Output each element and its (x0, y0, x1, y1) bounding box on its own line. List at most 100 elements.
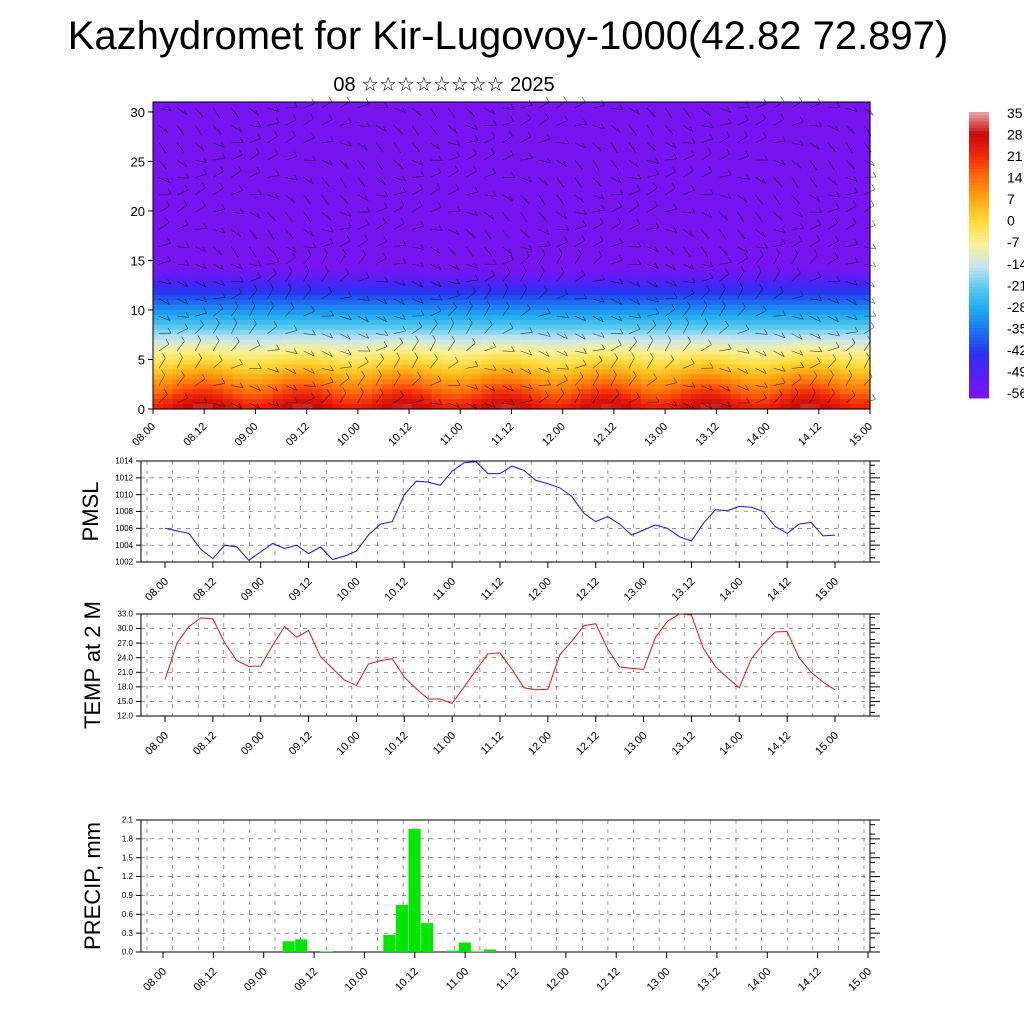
field-cell (541, 379, 552, 385)
field-cell (153, 161, 164, 167)
field-cell (820, 364, 831, 370)
field-cell (471, 240, 483, 247)
field-cell (631, 394, 642, 400)
field-cell (511, 394, 523, 400)
field-cell (501, 166, 513, 172)
field-cell (860, 116, 871, 123)
field-cell (860, 111, 871, 118)
field-cell (621, 196, 632, 202)
field-cell (282, 339, 294, 346)
field-cell (770, 141, 781, 148)
field-cell (860, 206, 871, 212)
field-cell (820, 225, 831, 232)
field-cell (581, 220, 592, 227)
field-cell (392, 235, 403, 242)
field-cell (292, 275, 303, 281)
field-cell (262, 359, 274, 366)
field-cell (232, 334, 244, 341)
field-cell (840, 126, 851, 133)
field-cell (172, 305, 184, 311)
field-cell (202, 156, 214, 163)
wind-barb-flag (360, 387, 364, 393)
field-cell (212, 181, 224, 187)
field-cell (421, 384, 433, 390)
field-cell (641, 329, 652, 336)
field-cell (700, 181, 712, 187)
field-cell (601, 255, 612, 262)
field-cell (392, 389, 403, 395)
field-cell (411, 280, 423, 286)
field-cell (172, 344, 184, 351)
field-cell (352, 275, 363, 281)
field-cell (720, 171, 732, 177)
field-cell (411, 394, 423, 400)
field-cell (800, 295, 811, 301)
field-cell (830, 324, 841, 331)
field-cell (362, 240, 373, 247)
field-cell (402, 364, 413, 370)
field-cell (760, 260, 772, 267)
wind-barb-flag (197, 335, 202, 341)
field-cell (182, 220, 194, 227)
field-cell (820, 146, 831, 153)
field-cell (182, 225, 194, 232)
field-cell (621, 126, 632, 133)
wind-barb (303, 333, 316, 336)
field-cell (780, 394, 791, 400)
wind-barb-flag (293, 325, 298, 331)
field-cell (840, 354, 851, 361)
field-cell (501, 260, 513, 267)
field-cell (780, 121, 791, 128)
field-cell (531, 206, 542, 212)
field-cell (820, 290, 831, 296)
field-cell (372, 215, 383, 222)
field-cell (541, 305, 552, 311)
field-cell (272, 235, 284, 242)
field-cell (830, 369, 841, 375)
field-cell (521, 240, 533, 247)
field-cell (670, 186, 682, 192)
field-cell (641, 300, 652, 306)
field-cell (770, 260, 781, 267)
field-cell (700, 349, 712, 356)
field-cell (621, 166, 632, 172)
field-cell (641, 285, 652, 291)
field-cell (491, 201, 503, 207)
field-cell (441, 270, 453, 276)
field-cell (362, 111, 373, 118)
field-cell (660, 404, 672, 410)
field-cell (650, 196, 662, 202)
field-cell (521, 275, 533, 281)
field-cell (421, 319, 433, 326)
field-cell (790, 265, 801, 271)
field-cell (641, 305, 652, 311)
field-cell (730, 201, 742, 207)
wind-barb (267, 273, 277, 282)
field-cell (252, 285, 264, 291)
field-cell (332, 240, 343, 247)
field-cell (481, 191, 493, 197)
wind-barb (393, 375, 401, 386)
field-cell (531, 131, 542, 138)
field-cell (700, 156, 712, 163)
field-cell (710, 265, 722, 271)
field-cell (332, 300, 343, 306)
wind-barb-flag (400, 390, 404, 396)
field-cell (830, 210, 841, 217)
field-cell (392, 166, 403, 172)
field-cell (820, 136, 831, 143)
field-cell (641, 116, 652, 123)
wind-barb-flag (273, 268, 277, 274)
field-cell (501, 171, 513, 177)
field-cell (501, 176, 513, 182)
wind-barb-flag (307, 216, 311, 223)
field-cell (800, 255, 811, 262)
field-cell (192, 305, 204, 311)
field-cell (800, 280, 811, 286)
field-cell (382, 379, 393, 385)
field-cell (352, 334, 363, 341)
field-cell (531, 280, 542, 286)
field-cell (242, 354, 254, 361)
field-cell (461, 181, 473, 187)
field-cell (790, 324, 801, 331)
